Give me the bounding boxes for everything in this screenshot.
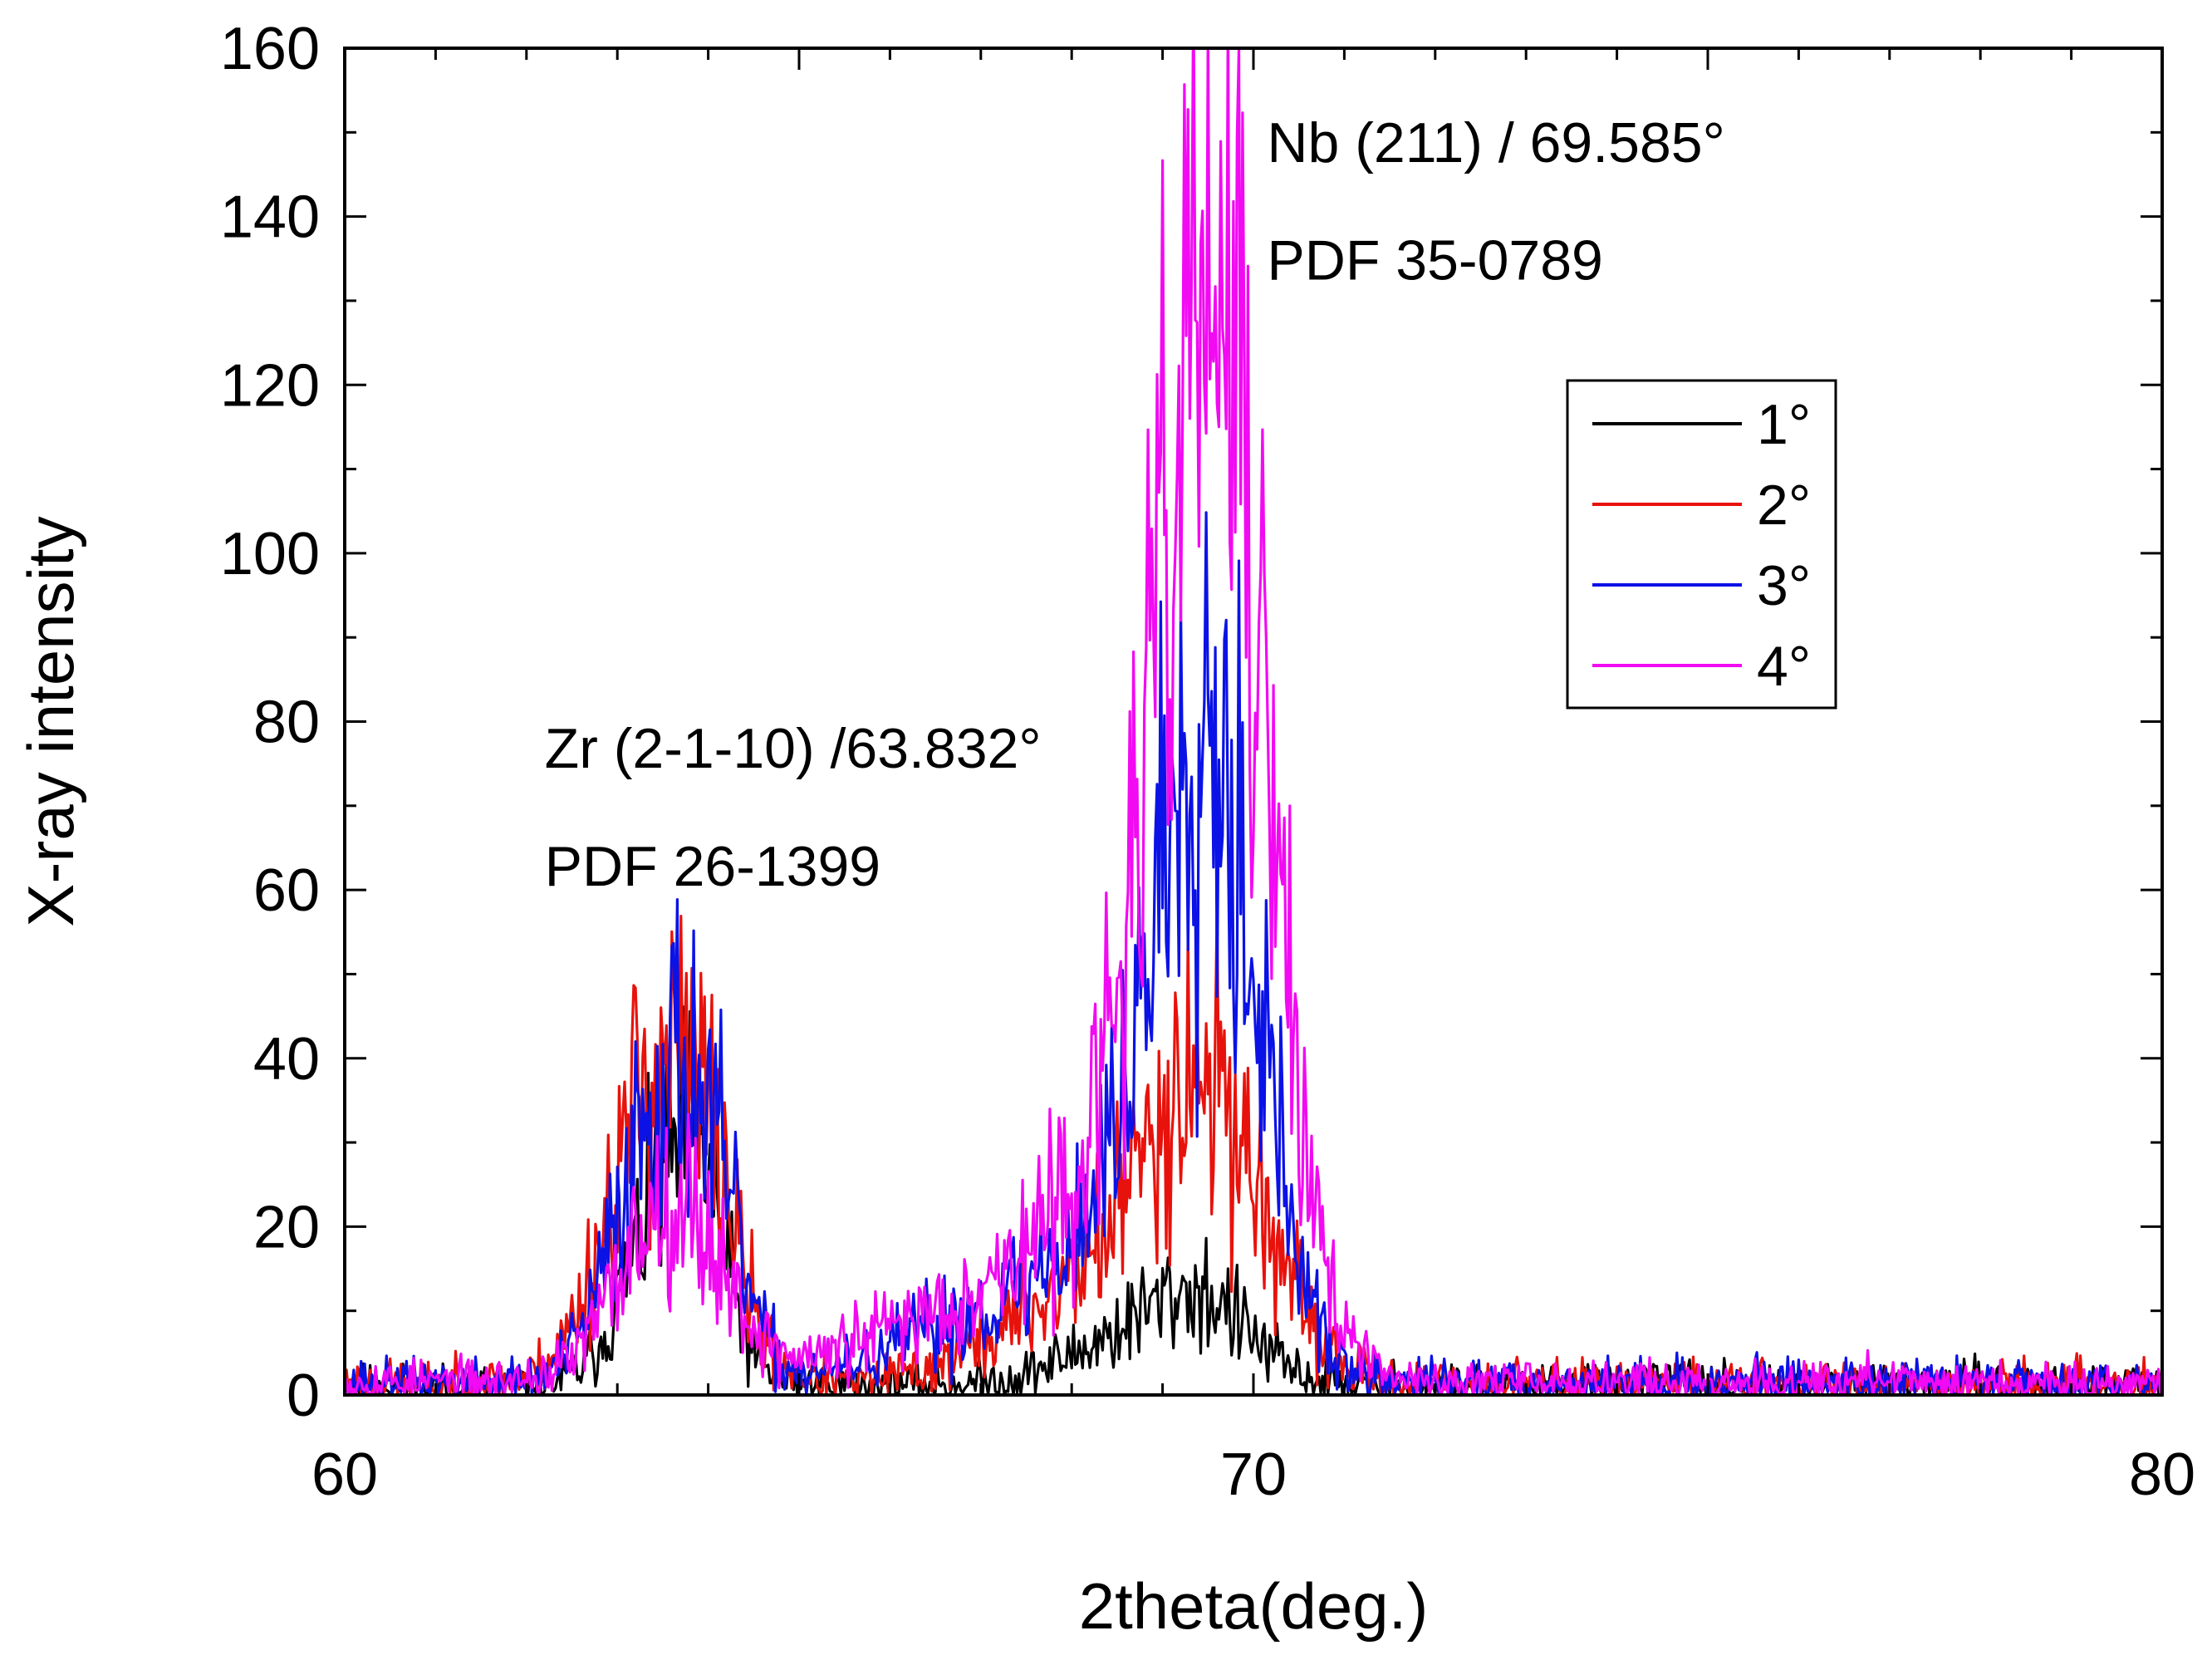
legend-label-3: 3° xyxy=(1757,554,1811,617)
legend-label-4: 4° xyxy=(1757,635,1811,698)
y-tick-label: 140 xyxy=(220,184,320,251)
x-tick-label: 80 xyxy=(2129,1442,2195,1508)
annotation-zr-line-2: PDF 26-1399 xyxy=(545,835,880,898)
y-tick-label: 40 xyxy=(253,1026,320,1093)
annotation-nb-line-2: PDF 35-0789 xyxy=(1267,229,1602,292)
y-tick-label: 60 xyxy=(253,857,320,924)
series-lines xyxy=(345,48,2162,1395)
x-tick-label: 60 xyxy=(311,1442,378,1508)
series-line-4 xyxy=(345,48,2162,1395)
annotation-zr-line-1: Zr (2-1-10) /63.832° xyxy=(545,717,1042,780)
y-axis-title: X-ray intensity xyxy=(14,516,87,926)
x-axis-title: 2theta(deg.) xyxy=(1079,1569,1429,1643)
series-line-3 xyxy=(345,511,2162,1395)
annotations: Zr (2-1-10) /63.832° PDF 26-1399 Nb (211) … xyxy=(545,111,1725,898)
y-tick-label: 0 xyxy=(287,1363,320,1429)
y-tick-label: 120 xyxy=(220,352,320,419)
legend-label-1: 1° xyxy=(1757,393,1811,456)
legend-label-2: 2° xyxy=(1757,474,1811,537)
axes-frame: 60 70 80 0 20 40 60 80 100 120 140 160 2theta(deg.) X… xyxy=(14,16,2195,1643)
y-tick-label: 100 xyxy=(220,521,320,587)
y-tick-label: 80 xyxy=(253,690,320,756)
legend-box xyxy=(1566,379,1837,710)
legend: 1° 2° 3° 4° xyxy=(1566,379,1837,710)
y-tick-label: 20 xyxy=(253,1194,320,1260)
y-tick-label: 160 xyxy=(220,16,320,82)
annotation-nb-line-1: Nb (211) / 69.585° xyxy=(1267,111,1724,174)
x-tick-label: 70 xyxy=(1220,1442,1287,1508)
